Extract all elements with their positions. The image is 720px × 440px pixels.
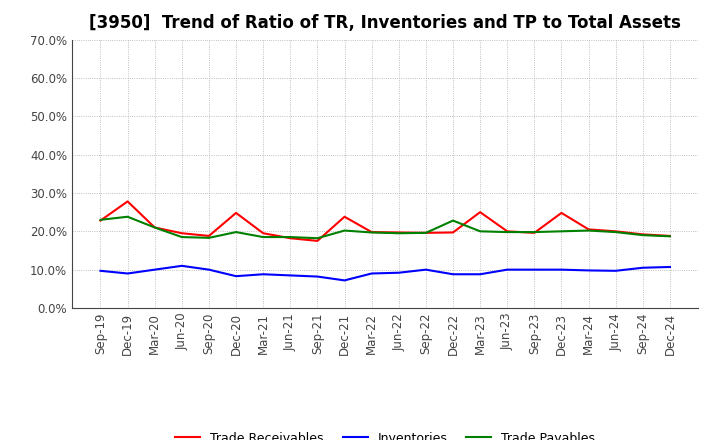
Trade Receivables [204,233,213,238]
Inventories [259,271,268,277]
Trade Receivables [96,218,105,223]
Trade Receivables [503,229,511,234]
Trade Receivables [395,230,403,235]
Inventories [665,264,674,270]
Line: Inventories: Inventories [101,266,670,280]
Trade Receivables [232,210,240,216]
Inventories [639,265,647,270]
Trade Receivables [665,233,674,238]
Inventories [476,271,485,277]
Trade Payables [341,228,349,233]
Trade Payables [421,230,430,235]
Trade Payables [557,229,566,234]
Trade Payables [259,235,268,240]
Inventories [503,267,511,272]
Inventories [96,268,105,273]
Trade Payables [178,235,186,240]
Trade Receivables [530,230,539,235]
Line: Trade Receivables: Trade Receivables [101,202,670,241]
Line: Trade Payables: Trade Payables [101,217,670,238]
Inventories [313,274,322,279]
Trade Payables [286,235,294,240]
Inventories [204,267,213,272]
Inventories [341,278,349,283]
Inventories [395,270,403,275]
Inventories [611,268,620,273]
Trade Receivables [421,230,430,235]
Title: [3950]  Trend of Ratio of TR, Inventories and TP to Total Assets: [3950] Trend of Ratio of TR, Inventories… [89,15,681,33]
Trade Payables [232,229,240,235]
Inventories [557,267,566,272]
Trade Receivables [123,199,132,204]
Trade Payables [476,229,485,234]
Trade Receivables [639,232,647,237]
Trade Receivables [367,229,376,235]
Trade Payables [96,217,105,223]
Trade Receivables [557,210,566,216]
Trade Payables [665,234,674,239]
Inventories [530,267,539,272]
Inventories [584,268,593,273]
Inventories [421,267,430,272]
Trade Receivables [286,235,294,241]
Trade Payables [530,229,539,235]
Trade Payables [449,218,457,223]
Trade Payables [395,231,403,236]
Trade Payables [123,214,132,220]
Trade Receivables [178,231,186,236]
Trade Receivables [476,209,485,215]
Inventories [286,273,294,278]
Trade Payables [503,229,511,235]
Trade Receivables [259,231,268,236]
Trade Receivables [313,238,322,244]
Inventories [178,263,186,268]
Trade Payables [367,230,376,235]
Legend: Trade Receivables, Inventories, Trade Payables: Trade Receivables, Inventories, Trade Pa… [170,427,600,440]
Trade Receivables [341,214,349,220]
Trade Payables [639,232,647,238]
Inventories [367,271,376,276]
Trade Payables [313,235,322,241]
Trade Receivables [150,225,159,230]
Trade Payables [204,235,213,241]
Trade Payables [611,229,620,235]
Inventories [449,271,457,277]
Trade Receivables [584,227,593,232]
Inventories [123,271,132,276]
Trade Receivables [449,230,457,235]
Trade Payables [584,228,593,233]
Trade Receivables [611,229,620,234]
Trade Payables [150,225,159,230]
Inventories [150,267,159,272]
Inventories [232,274,240,279]
